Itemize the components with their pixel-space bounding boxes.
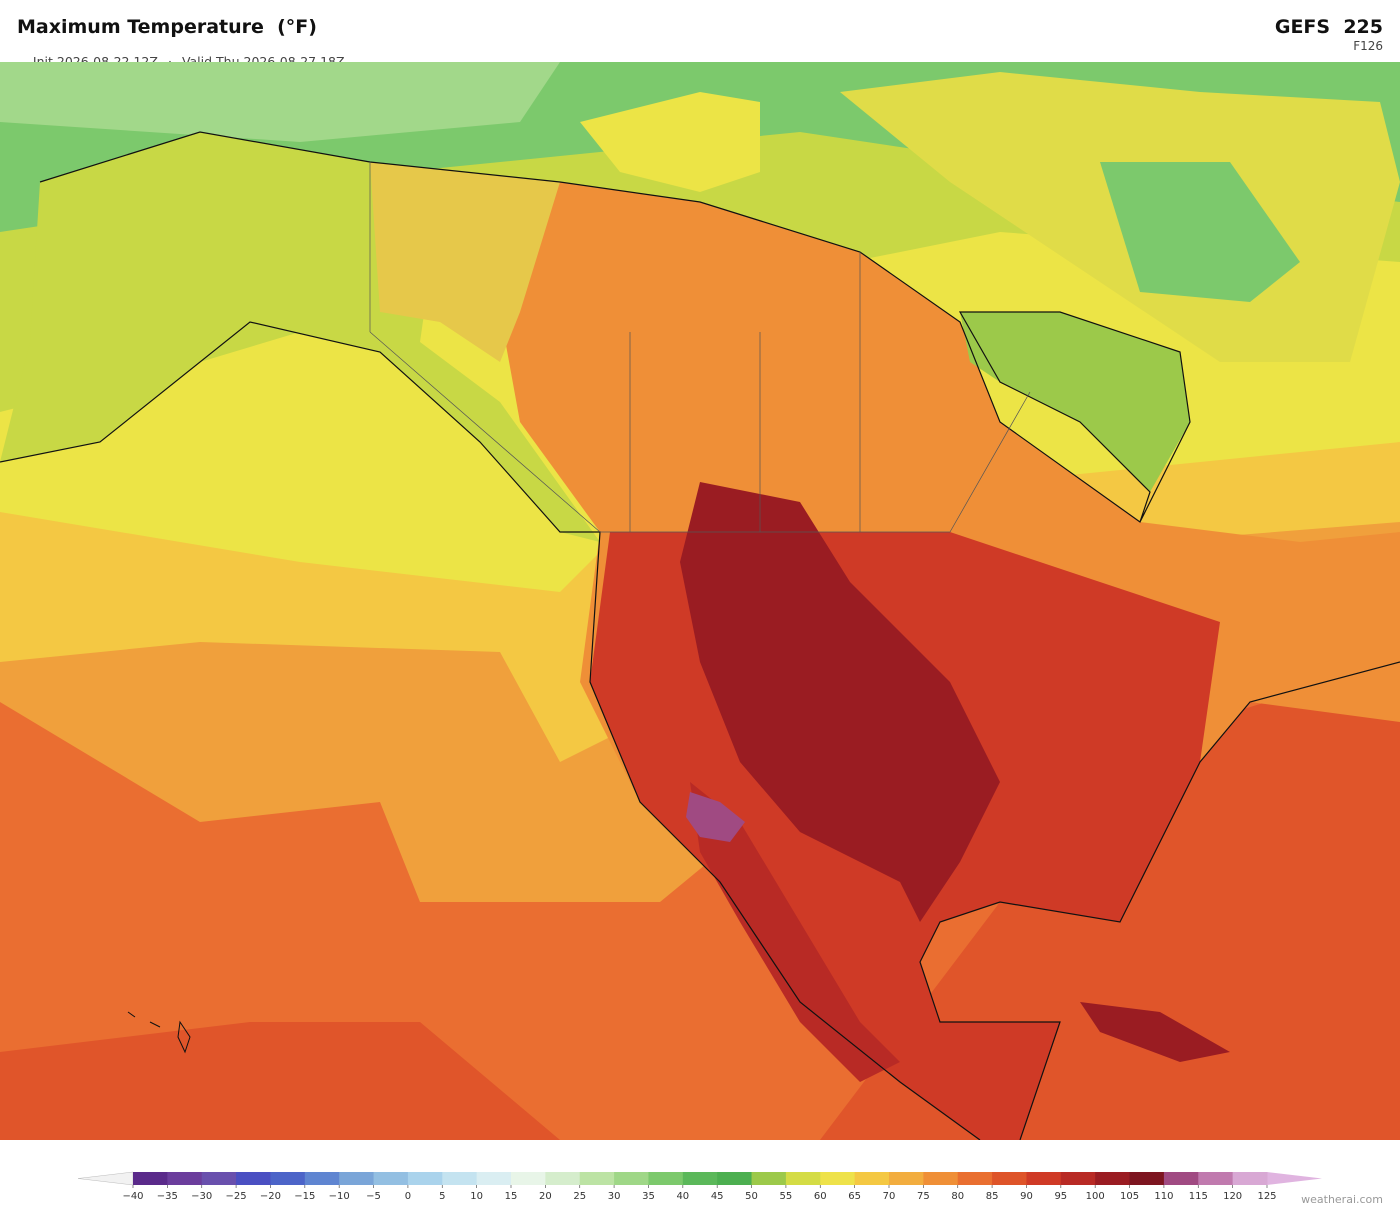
colorbar-segment xyxy=(751,1172,787,1185)
land-cuba xyxy=(1080,1002,1230,1062)
colorbar-tick-label: 65 xyxy=(848,1191,861,1202)
colorbar-segment xyxy=(511,1172,546,1185)
land-arctic xyxy=(580,92,760,192)
colorbar-tick-label: 110 xyxy=(1154,1191,1173,1202)
colorbar-tick-label: 60 xyxy=(814,1191,827,1202)
colorbar-segment xyxy=(1026,1172,1062,1185)
colorbar-tick-label: 100 xyxy=(1086,1191,1105,1202)
colorbar-tick-label: 120 xyxy=(1223,1191,1242,1202)
watermark: weatherai.com xyxy=(1301,1193,1383,1206)
colorbar-tick-label: −30 xyxy=(191,1191,212,1202)
model-label: GEFS 225 xyxy=(1274,16,1383,38)
land-alaska xyxy=(0,132,600,542)
colorbar-tick-label: 70 xyxy=(883,1191,896,1202)
colorbar-segment xyxy=(682,1172,718,1185)
colorbar-tick-label: 25 xyxy=(573,1191,586,1202)
title: Maximum Temperature (°F) xyxy=(17,16,317,38)
colorbar-segment xyxy=(407,1172,443,1185)
colorbar-segment xyxy=(442,1172,478,1185)
colorbar-segment xyxy=(304,1172,340,1185)
colorbar-segment xyxy=(579,1172,615,1185)
colorbar-tick-label: 75 xyxy=(917,1191,930,1202)
map xyxy=(0,62,1400,1140)
colorbar-segment xyxy=(1095,1172,1131,1185)
colorbar-tick-label: −35 xyxy=(157,1191,178,1202)
colorbar-under xyxy=(77,1171,134,1186)
colorbar-segment xyxy=(957,1172,993,1185)
colorbar-tick-label: 105 xyxy=(1120,1191,1139,1202)
colorbar-segment xyxy=(1129,1172,1165,1185)
colorbar-segment xyxy=(923,1172,959,1185)
colorbar-tick-label: 90 xyxy=(1020,1191,1033,1202)
colorbar-segment xyxy=(1198,1172,1234,1185)
colorbar-tick-label: 80 xyxy=(951,1191,964,1202)
borders xyxy=(369,162,1031,533)
colorbar-tick-label: 115 xyxy=(1189,1191,1208,1202)
colorbar-tick-label: −40 xyxy=(122,1191,143,1202)
hot-core xyxy=(690,782,900,1082)
colorbar-segment xyxy=(889,1172,924,1185)
colorbar-tick-label: 15 xyxy=(505,1191,518,1202)
colorbar-tick-label: 50 xyxy=(745,1191,758,1202)
colorbar-segment xyxy=(270,1172,306,1185)
colorbar-tick-label: −20 xyxy=(260,1191,281,1202)
colorbar-tick-label: 85 xyxy=(986,1191,999,1202)
colorbar-segment xyxy=(201,1172,237,1185)
land-arctic xyxy=(1100,162,1300,302)
colorbar-tick-label: 10 xyxy=(470,1191,483,1202)
colorbar: −40 −35 −30 −25 −20 −15 −10 −5 0 5 10 15 20 25 30 35 40 4… xyxy=(77,1171,1322,1202)
colorbar-segment xyxy=(1060,1172,1096,1185)
colorbar-tick-label: 0 xyxy=(405,1191,411,1202)
land-yukon xyxy=(370,162,560,362)
forecast-hour: F126 xyxy=(1353,39,1383,53)
colorbar-tick-label: −10 xyxy=(329,1191,350,1202)
colorbar-segment xyxy=(1163,1172,1199,1185)
colorbar-segment xyxy=(545,1172,581,1185)
colorbar-tick-label: 30 xyxy=(608,1191,621,1202)
colorbar-tick-label: 55 xyxy=(780,1191,793,1202)
colorbar-segment xyxy=(785,1172,821,1185)
colorbar-tick-label: 40 xyxy=(676,1191,689,1202)
colorbar-segment xyxy=(1232,1172,1268,1185)
hawaii xyxy=(127,1011,191,1054)
extreme-heat xyxy=(686,792,745,842)
colorbar-segment xyxy=(339,1172,375,1185)
colorbar-segment xyxy=(992,1172,1027,1185)
colorbar-segment xyxy=(133,1172,168,1185)
colorbar-segment xyxy=(820,1172,856,1185)
colorbar-segment xyxy=(167,1172,203,1185)
colorbar-segment xyxy=(717,1172,753,1185)
colorbar-segment xyxy=(648,1172,684,1185)
colorbar-segment xyxy=(373,1172,409,1185)
colorbar-over xyxy=(1267,1172,1322,1185)
colorbar-segment xyxy=(476,1172,512,1185)
hudson-bay xyxy=(960,312,1190,492)
colorbar-tick-label: −5 xyxy=(366,1191,381,1202)
colorbar-tick-label: 45 xyxy=(711,1191,724,1202)
colorbar-segment xyxy=(236,1172,271,1185)
separator: · xyxy=(167,54,172,69)
temp-band xyxy=(0,62,560,142)
colorbar-tick-label: 5 xyxy=(439,1191,445,1202)
colorbar-tick-label: −15 xyxy=(294,1191,315,1202)
colorbar-tick-label: 95 xyxy=(1054,1191,1067,1202)
colorbar-tick-label: 35 xyxy=(642,1191,655,1202)
colorbar-segment xyxy=(854,1172,890,1185)
colorbar-tick-label: 125 xyxy=(1257,1191,1276,1202)
colorbar-segment xyxy=(614,1172,649,1185)
colorbar-tick-label: 20 xyxy=(539,1191,552,1202)
hot-core xyxy=(680,482,1000,922)
colorbar-tick-label: −25 xyxy=(226,1191,247,1202)
